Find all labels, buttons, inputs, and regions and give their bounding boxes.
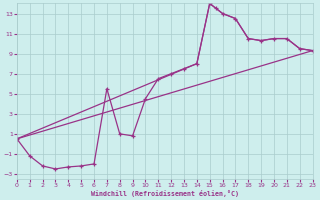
X-axis label: Windchill (Refroidissement éolien,°C): Windchill (Refroidissement éolien,°C) bbox=[91, 190, 239, 197]
